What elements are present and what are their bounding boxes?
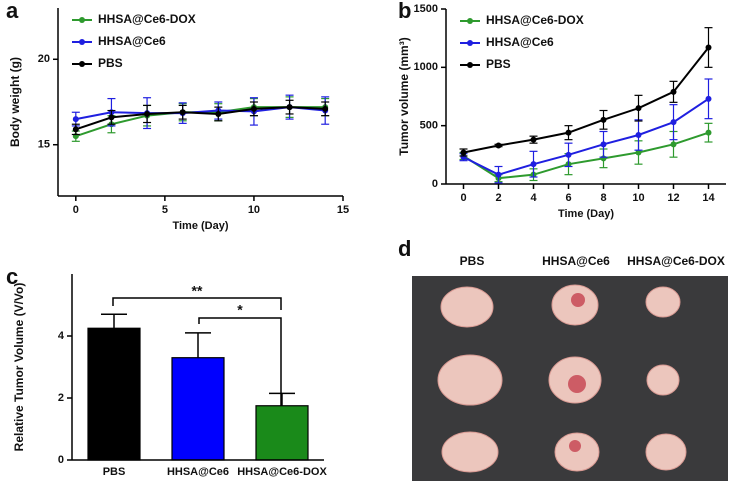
x-tick-label: 15 (337, 204, 349, 216)
y-axis-label: Body weight (g) (8, 57, 22, 147)
legend-label: HHSA@Ce6-DOX (486, 13, 584, 27)
series-line (463, 46, 710, 154)
point (705, 95, 712, 102)
point (670, 88, 677, 95)
point (670, 119, 677, 126)
panel-label: b (398, 0, 411, 23)
legend-label: PBS (486, 57, 511, 71)
significance-label: * (237, 302, 243, 318)
x-tick-label: 14 (702, 192, 715, 204)
point (635, 105, 642, 112)
tumor-spot (568, 375, 586, 393)
point (635, 132, 642, 138)
tumor-photo (412, 276, 728, 481)
legend-marker (467, 40, 473, 46)
x-tick-label: 2 (495, 192, 501, 204)
x-tick-label: 0 (73, 204, 79, 216)
point (250, 105, 257, 112)
point (600, 141, 607, 148)
point (215, 110, 222, 117)
tumor (441, 431, 499, 473)
x-tick-label: HHSA@Ce6 (167, 466, 229, 478)
tumor (554, 432, 600, 472)
bar (255, 405, 309, 461)
y-tick-label: 0 (58, 454, 64, 466)
point (635, 149, 642, 156)
point (565, 151, 572, 158)
x-tick-label: HHSA@Ce6-DOX (237, 466, 327, 478)
tumor (437, 354, 503, 406)
x-tick-label: 5 (162, 204, 168, 216)
bracket (112, 297, 282, 310)
point (460, 149, 467, 156)
y-tick-label: 2 (58, 392, 64, 404)
point (670, 141, 677, 148)
bar (87, 327, 141, 461)
x-axis-label: Time (Day) (558, 208, 614, 220)
legend-label: HHSA@Ce6 (98, 34, 166, 48)
legend-marker (79, 61, 85, 67)
legend-label: HHSA@Ce6 (486, 35, 554, 49)
y-tick-label: 1000 (414, 61, 438, 73)
x-tick-label: 12 (667, 192, 679, 204)
y-tick-label: 4 (58, 330, 65, 342)
x-tick-label: 6 (565, 192, 571, 204)
y-tick-label: 20 (38, 53, 50, 65)
column-label: PBS (460, 254, 485, 268)
x-axis-label: Time (Day) (172, 220, 228, 232)
x-tick-label: 4 (530, 192, 537, 204)
legend-label: HHSA@Ce6-DOX (98, 12, 196, 26)
bracket (198, 317, 282, 330)
point (286, 104, 293, 111)
point (565, 129, 572, 136)
legend-label: PBS (98, 56, 123, 70)
panel-label: c (6, 264, 18, 289)
legend-marker (79, 17, 85, 23)
series-line (462, 131, 709, 180)
x-tick-label: 8 (600, 192, 606, 204)
tumor (440, 286, 494, 328)
y-tick-label: 1500 (414, 3, 438, 15)
point (530, 161, 537, 168)
point (322, 105, 329, 112)
series-line (75, 106, 326, 131)
panel-label: d (398, 236, 411, 261)
point (72, 126, 79, 133)
legend-marker (467, 62, 473, 68)
point (495, 171, 502, 178)
point (530, 136, 537, 143)
y-tick-label: 0 (432, 178, 438, 190)
point (144, 110, 151, 117)
y-axis-label: Tumor volume (mm³) (397, 37, 411, 155)
y-tick-label: 500 (420, 120, 438, 132)
series-line (463, 98, 710, 176)
point (108, 114, 115, 121)
x-tick-label: PBS (103, 466, 126, 478)
column-label: HHSA@Ce6-DOX (627, 254, 725, 268)
legend-marker (467, 18, 473, 24)
tumor (646, 364, 680, 396)
x-tick-label: 0 (460, 192, 466, 204)
significance-label: ** (192, 283, 203, 299)
bar (171, 357, 225, 461)
panel-label: a (6, 0, 19, 23)
point (495, 142, 502, 149)
x-tick-label: 10 (632, 192, 644, 204)
tumor-spot (569, 440, 581, 452)
point (600, 116, 607, 123)
y-tick-label: 15 (38, 139, 50, 151)
x-tick-label: 10 (248, 204, 260, 216)
point (705, 129, 712, 136)
column-label: HHSA@Ce6 (542, 254, 610, 268)
point (179, 109, 186, 116)
point (72, 116, 79, 123)
point (705, 44, 712, 51)
tumor-spot (571, 293, 585, 307)
y-axis-label: Relative Tumor Volume (V/Vo) (12, 283, 26, 452)
tumor (645, 286, 681, 318)
tumor (645, 433, 687, 471)
legend-marker (79, 39, 85, 45)
